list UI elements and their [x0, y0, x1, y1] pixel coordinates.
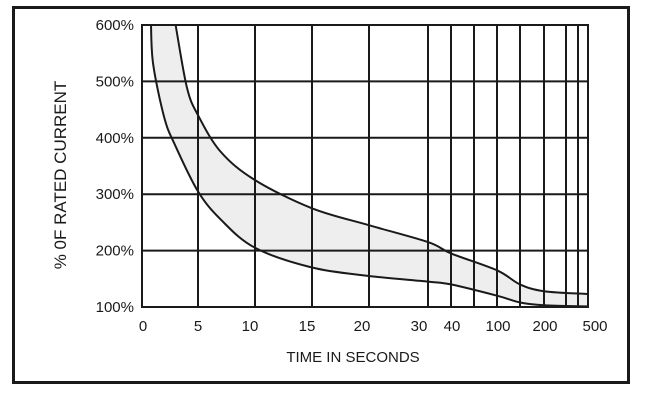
- y-tick-label-100: 100%: [96, 299, 134, 316]
- y-tick-label-600: 600%: [96, 17, 134, 34]
- x-tick-label-200: 200: [532, 318, 557, 335]
- band-layer: [151, 25, 588, 307]
- y-tick-label-500: 500%: [96, 73, 134, 90]
- x-tick-label-100: 100: [485, 318, 510, 335]
- y-axis-title: % 0F RATED CURRENT: [51, 81, 70, 270]
- series-line-lower: [150, 24, 589, 308]
- y-tick-label-200: 200%: [96, 243, 134, 260]
- x-tick-label-30: 30: [411, 318, 428, 335]
- y-tick-label-300: 300%: [96, 186, 134, 203]
- x-tick-labels: 0 5 10 15 20 30 40 100 200 500: [139, 318, 608, 335]
- band-area: [151, 25, 588, 307]
- x-tick-label-0: 0: [139, 318, 147, 335]
- x-tick-label-500: 500: [582, 318, 607, 335]
- x-tick-label-40: 40: [444, 318, 461, 335]
- line-layer: [141, 24, 589, 308]
- y-tick-label-400: 400%: [96, 130, 134, 147]
- x-tick-label-20: 20: [354, 318, 371, 335]
- x-axis-title: TIME IN SECONDS: [286, 349, 419, 366]
- plot-border: [141, 24, 589, 308]
- x-tick-label-5: 5: [194, 318, 202, 335]
- x-tick-label-15: 15: [299, 318, 316, 335]
- series-line-upper: [174, 24, 589, 295]
- y-tick-labels: 100% 200% 300% 400% 500% 600%: [96, 17, 134, 316]
- x-tick-label-10: 10: [242, 318, 259, 335]
